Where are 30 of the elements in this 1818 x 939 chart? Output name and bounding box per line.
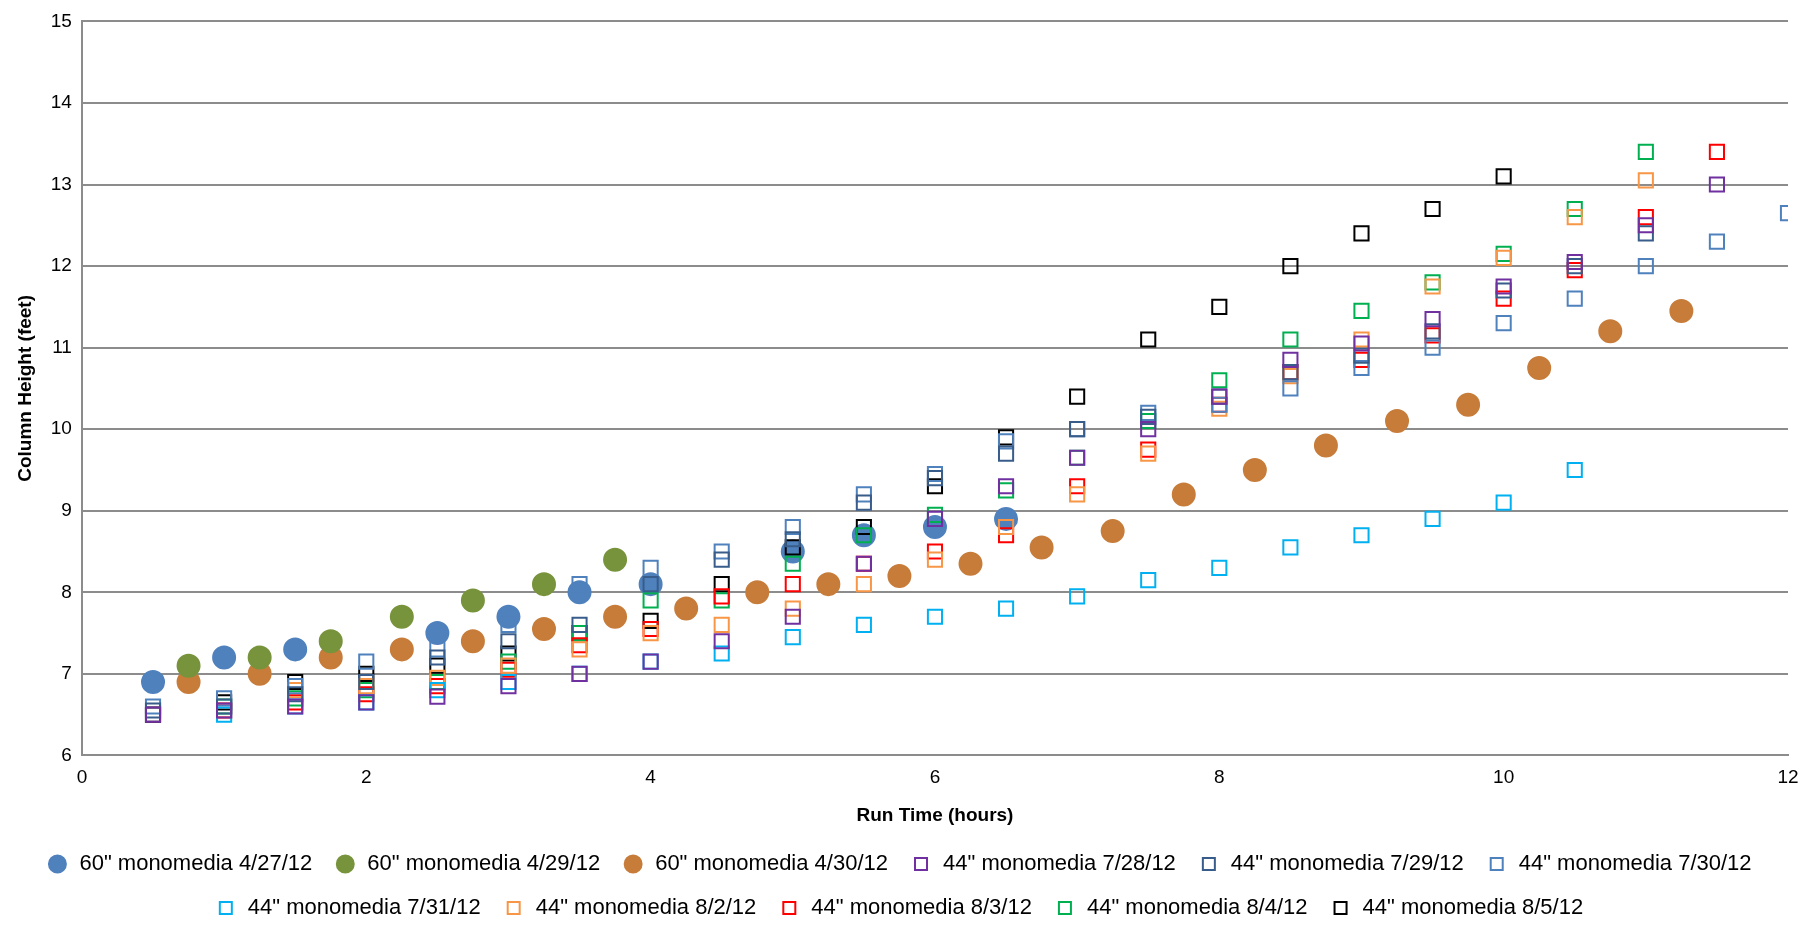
y-tick-label: 8 xyxy=(61,580,72,602)
y-axis-title: Column Height (feet) xyxy=(13,294,35,482)
x-tick-label: 12 xyxy=(1777,766,1799,788)
legend-label: 44" monomedia 7/29/12 xyxy=(1230,850,1464,876)
y-tick-label: 7 xyxy=(61,662,72,684)
y-tick-label: 9 xyxy=(61,498,72,520)
x-tick-label: 2 xyxy=(360,766,372,788)
legend-label: 60" monomedia 4/27/12 xyxy=(79,850,313,876)
legend-label: 44" monomedia 8/3/12 xyxy=(811,894,1032,920)
legend-label: 44" monomedia 8/4/12 xyxy=(1086,894,1308,920)
legend-label: 44" monomedia 7/28/12 xyxy=(943,850,1176,876)
x-tick-label: 0 xyxy=(76,766,88,788)
legend-label: 60" monomedia 4/29/12 xyxy=(367,850,601,876)
x-axis-title: Run Time (hours) xyxy=(856,803,1014,825)
y-tick-label: 12 xyxy=(50,254,72,276)
x-tick-label: 10 xyxy=(1493,766,1515,788)
y-tick-label: 14 xyxy=(50,91,73,113)
legend-label: 60" monomedia 4/30/12 xyxy=(655,850,888,876)
y-tick-label: 11 xyxy=(52,335,72,357)
legend-label: 44" monomedia 7/31/12 xyxy=(247,894,481,920)
x-tick-label: 4 xyxy=(645,766,657,788)
x-tick-label: 8 xyxy=(1214,766,1225,788)
x-tick-label: 6 xyxy=(929,766,941,788)
y-tick-label: 15 xyxy=(50,9,72,31)
legend-label: 44" monomedia 8/5/12 xyxy=(1362,894,1584,920)
y-tick-label: 10 xyxy=(50,417,72,439)
y-tick-label: 6 xyxy=(61,743,72,765)
legend-label: 44" monomedia 7/30/12 xyxy=(1518,850,1752,876)
legend-label: 44" monomedia 8/2/12 xyxy=(535,894,757,920)
y-tick-label: 13 xyxy=(50,172,72,194)
